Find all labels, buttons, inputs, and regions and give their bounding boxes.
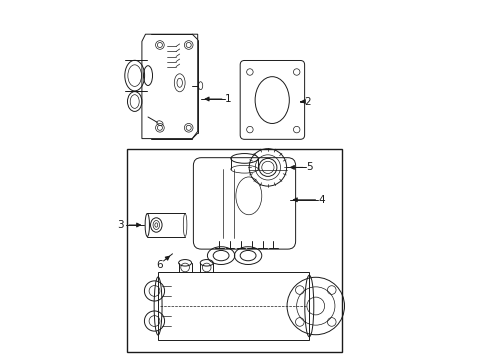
Text: 4: 4	[318, 195, 325, 205]
Text: 6: 6	[156, 260, 163, 270]
Bar	[127, 149, 341, 352]
Text: 5: 5	[305, 162, 312, 172]
Bar	[158, 272, 309, 340]
Text: 1: 1	[224, 94, 231, 104]
Text: 3: 3	[117, 220, 123, 230]
Text: 2: 2	[304, 96, 310, 107]
